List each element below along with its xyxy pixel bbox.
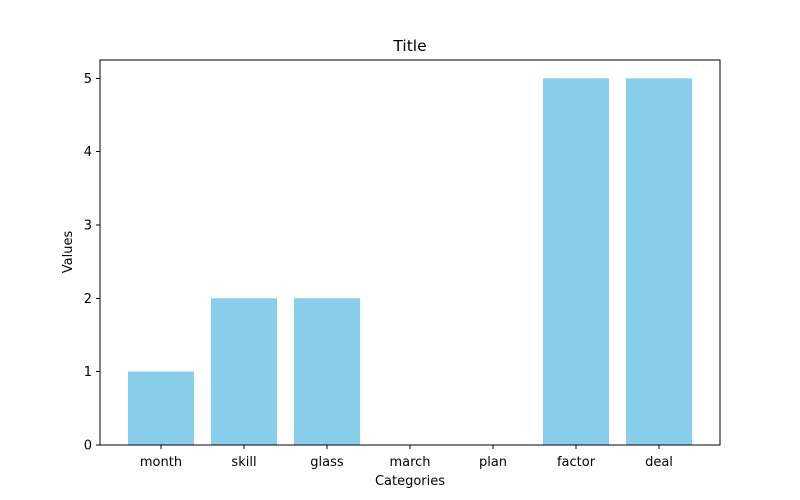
x-axis-label: Categories [375, 474, 445, 489]
bars-group [128, 78, 692, 445]
x-tick-label-deal: deal [645, 455, 673, 470]
y-tick-label-4: 4 [84, 145, 92, 160]
y-tick-label-5: 5 [84, 72, 92, 87]
y-tick-label-2: 2 [84, 292, 92, 307]
x-axis: month skill glass march plan factor deal [140, 445, 673, 470]
y-axis-label: Values [61, 231, 76, 274]
bar-glass [294, 298, 360, 445]
x-tick-label-factor: factor [557, 455, 596, 470]
y-axis: 0 1 2 3 4 5 [84, 72, 100, 454]
y-tick-label-1: 1 [84, 365, 92, 380]
x-tick-label-plan: plan [479, 455, 507, 470]
x-tick-label-glass: glass [310, 455, 344, 470]
bar-factor [543, 78, 609, 445]
bar-deal [626, 78, 692, 445]
x-tick-label-month: month [140, 455, 182, 470]
x-tick-label-skill: skill [231, 455, 256, 470]
y-tick-label-0: 0 [84, 439, 92, 454]
bar-month [128, 371, 194, 445]
bar-skill [211, 298, 277, 445]
chart-title: Title [392, 37, 426, 55]
y-tick-label-3: 3 [84, 219, 92, 234]
x-tick-label-march: march [389, 455, 430, 470]
